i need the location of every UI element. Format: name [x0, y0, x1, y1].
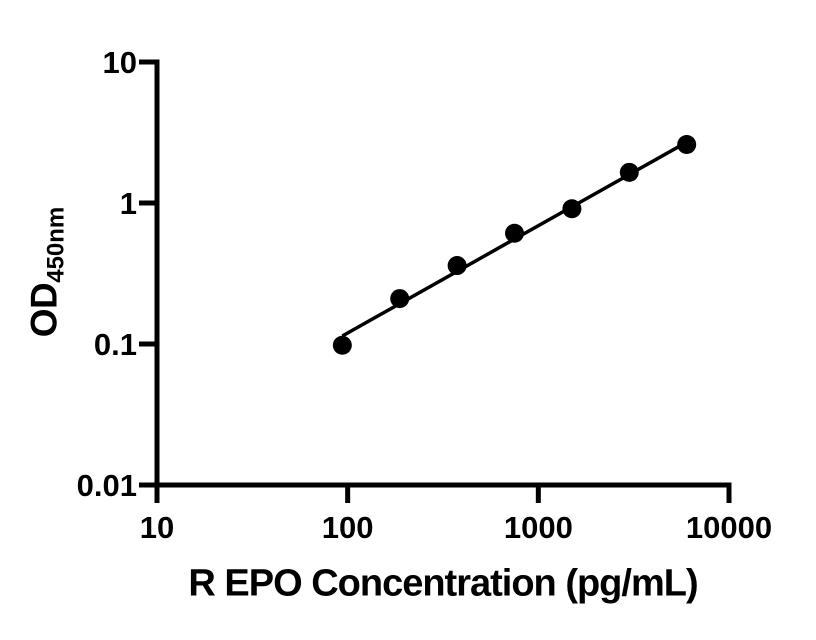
x-tick-label: 10000: [686, 510, 772, 545]
y-axis-title: OD450nm: [24, 207, 71, 338]
data-point: [447, 256, 467, 276]
y-tick-label: 0.01: [77, 468, 137, 503]
data-point: [562, 199, 582, 219]
data-point: [390, 289, 410, 309]
data-point: [505, 223, 525, 243]
x-tick-label: 1000: [504, 510, 573, 545]
y-axis-title-main: OD: [23, 282, 65, 338]
y-tick-label: 1: [120, 186, 137, 221]
x-tick-label: 10: [140, 510, 174, 545]
data-point: [677, 134, 697, 154]
y-tick-label: 0.1: [94, 327, 137, 362]
y-tick-label: 10: [103, 45, 137, 80]
data-point: [619, 162, 639, 182]
y-axis-title-subscript: 450nm: [42, 206, 70, 283]
data-point: [332, 335, 352, 355]
x-tick-label: 100: [322, 510, 374, 545]
x-axis-title: R EPO Concentration (pg/mL): [188, 562, 698, 605]
axis-spine: [154, 59, 732, 488]
